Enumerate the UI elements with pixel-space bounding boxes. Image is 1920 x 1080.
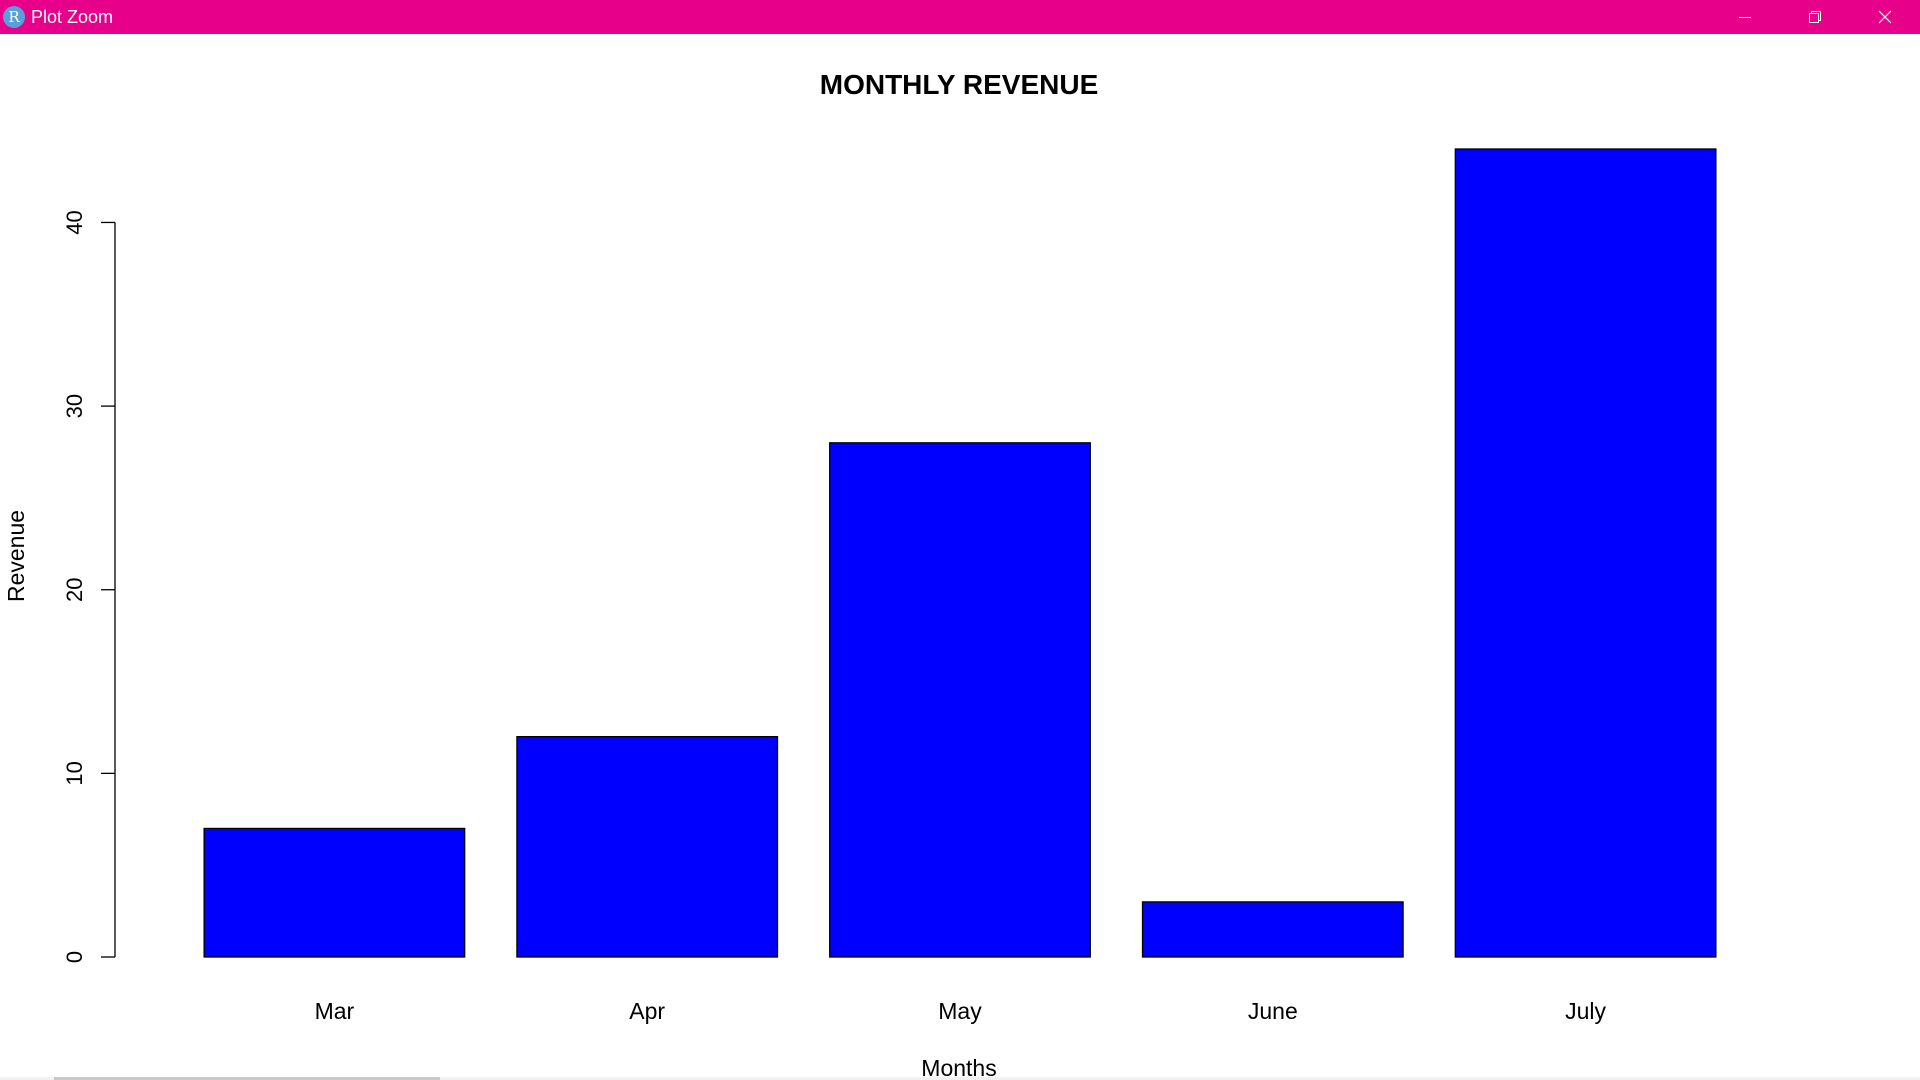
- y-axis: 0 10 20 30 40: [62, 210, 116, 963]
- minimize-button[interactable]: [1710, 0, 1780, 34]
- close-button[interactable]: [1850, 0, 1920, 34]
- x-tick-label: July: [1565, 998, 1606, 1024]
- bar-chart: MONTHLY REVENUE Revenue Months 0 10 20 30 40…: [3, 69, 1717, 1080]
- bar-may: [829, 442, 1091, 958]
- y-tick-label: 30: [62, 394, 87, 418]
- title-bar: R Plot Zoom: [0, 0, 1920, 34]
- bars-group: [203, 148, 1717, 958]
- x-axis-label: Months: [921, 1055, 996, 1080]
- minimize-icon: [1739, 17, 1751, 18]
- y-tick-label: 10: [62, 761, 87, 785]
- close-icon: [1878, 10, 1892, 24]
- r-logo-icon: R: [3, 6, 25, 28]
- restore-icon: [1809, 11, 1821, 23]
- plot-area: MONTHLY REVENUE Revenue Months 0 10 20 30 40…: [0, 34, 1920, 1080]
- bar-june: [1141, 901, 1404, 958]
- x-tick-label: May: [938, 998, 982, 1024]
- bar-apr: [516, 735, 779, 958]
- bar-mar: [203, 827, 466, 958]
- window-controls: [1710, 0, 1920, 34]
- y-tick-label: 0: [62, 951, 87, 963]
- y-tick-label: 40: [62, 210, 87, 234]
- x-tick-label: Mar: [315, 998, 355, 1024]
- x-tick-label: June: [1248, 998, 1298, 1024]
- y-tick-label: 20: [62, 577, 87, 601]
- scrollbar-thumb[interactable]: [54, 1077, 440, 1080]
- chart-title: MONTHLY REVENUE: [820, 69, 1099, 100]
- horizontal-scrollbar[interactable]: [0, 1077, 1920, 1080]
- x-tick-labels: Mar Apr May June July: [315, 998, 1607, 1024]
- window-title: Plot Zoom: [31, 7, 114, 27]
- bar-july: [1454, 148, 1717, 958]
- restore-button[interactable]: [1780, 0, 1850, 34]
- y-axis-label: Revenue: [3, 510, 29, 602]
- x-tick-label: Apr: [629, 998, 665, 1024]
